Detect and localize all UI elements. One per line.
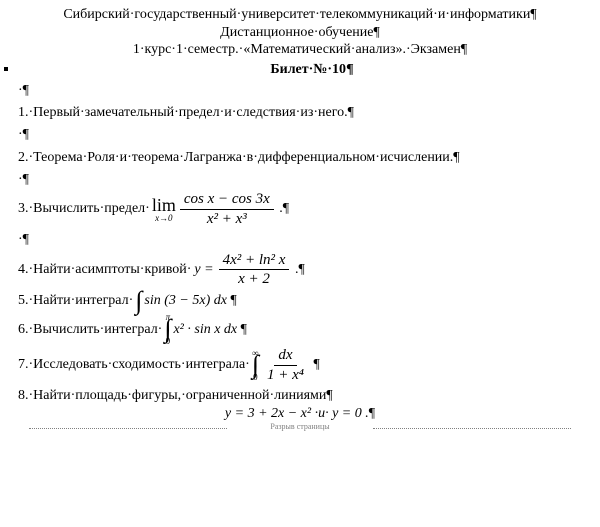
exam-page: Сибирский·государственный·университет·те… [0,0,600,434]
q6: 6.·Вычислить·интеграл· π ∫ 0 x² · sin x … [18,314,582,345]
bullet-icon [4,67,8,71]
header-course: 1·курс·1·семестр.·«Математический·анализ… [18,41,582,59]
q7-text: 7.·Исследовать·сходимость·интеграла· [18,354,250,376]
q6-text: 6.·Вычислить·интеграл· [18,319,162,341]
page-break: Разрыв страницы [18,422,582,434]
q2: 2.·Теорема·Роля·и·теорема·Лагранжа·в·диф… [18,147,582,169]
blank-4 [18,229,582,251]
ticket-title: Билет·№·10 [42,59,582,80]
q3-text: 3.·Вычислить·предел· [18,198,150,220]
q1: 1.·Первый·замечательный·предел·и·следств… [18,102,582,124]
q7-fraction: dx 1 + x⁴ [263,347,308,383]
q6-integral: π ∫ 0 [164,314,171,345]
q3: 3.·Вычислить·предел· lim x→0 cos x − cos… [18,191,582,227]
header-program: Дистанционное·обучение [18,24,582,42]
ticket-row: Билет·№·10 [4,59,582,80]
blank-2 [18,124,582,146]
q7-integral: ∞ ∫ 0 [252,350,259,381]
q5-text: 5.·Найти·интеграл· [18,290,133,312]
q4-text: 4.·Найти·асимптоты·кривой· [18,259,191,281]
q3-fraction: cos x − cos 3x x² + x³ [180,191,274,227]
q8-equation: y = 3 + 2x − x² ·и· y = 0 . [18,406,582,422]
q8: 8.·Найти·площадь·фигуры,·ограниченной·ли… [18,385,582,407]
limit-operator: lim x→0 [152,196,176,223]
q4-fraction: 4x² + ln² x x + 2 [219,252,290,288]
q7: 7.·Исследовать·сходимость·интеграла· ∞ ∫… [18,347,582,383]
q5: 5.·Найти·интеграл· ∫ sin (3 − 5x) dx [18,290,582,312]
q5-integral: ∫ [135,291,142,312]
blank-1 [18,80,582,102]
blank-3 [18,169,582,191]
header-institution: Сибирский·государственный·университет·те… [18,6,582,24]
q4: 4.·Найти·асимптоты·кривой· y = 4x² + ln²… [18,252,582,288]
